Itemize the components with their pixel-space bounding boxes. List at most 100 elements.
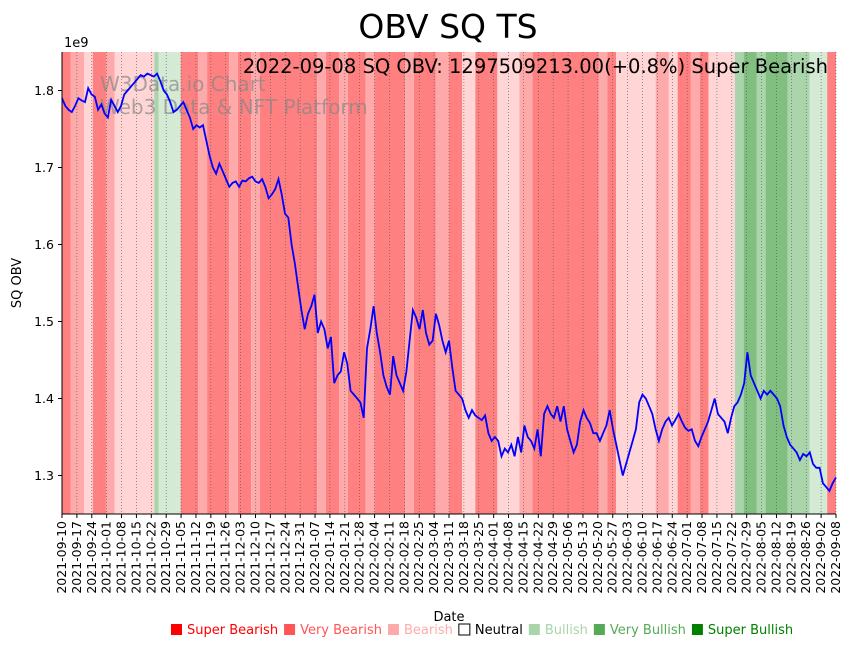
- regime-band: [62, 52, 71, 514]
- regime-band: [532, 52, 599, 514]
- regime-band: [413, 52, 436, 514]
- regime-band: [787, 52, 810, 514]
- legend-item: Bullish: [528, 623, 588, 638]
- legend-label: Very Bearish: [300, 623, 382, 638]
- regime-band: [756, 52, 766, 514]
- x-axis-ticks: 2021-09-10 2021-09-17 2021-09-24 2021-10-01…: [54, 514, 843, 594]
- legend-item: Very Bullish: [593, 623, 686, 638]
- regime-band: [158, 52, 181, 514]
- x-tick-label: 2022-05-27: [605, 521, 620, 594]
- x-tick-label: 2022-07-29: [739, 521, 754, 594]
- x-tick-label: 2022-04-15: [515, 521, 530, 594]
- x-tick-label: 2021-10-29: [158, 521, 173, 594]
- regime-band: [70, 52, 84, 514]
- legend: Super Bearish Very Bearish Bearish Neutral B…: [171, 623, 793, 638]
- regime-band: [462, 52, 476, 514]
- legend-item: Super Bearish: [171, 623, 278, 638]
- regime-band: [237, 52, 252, 514]
- x-tick-label: 2022-07-22: [724, 521, 739, 594]
- regime-band: [198, 52, 208, 514]
- regime-band: [734, 52, 744, 514]
- y-axis-ticks: 1.3 1.4 1.5 1.6 1.7 1.8: [34, 83, 62, 483]
- x-tick-label: 2022-05-13: [575, 521, 590, 594]
- x-tick-label: 2022-03-11: [441, 521, 456, 594]
- x-tick-label: 2021-11-12: [188, 521, 203, 594]
- x-tick-label: 2022-06-03: [620, 521, 635, 594]
- x-tick-label: 2022-06-10: [635, 521, 650, 594]
- x-tick-label: 2022-06-24: [664, 521, 679, 594]
- x-tick-label: 2022-02-18: [396, 521, 411, 594]
- regime-band: [708, 52, 735, 514]
- x-tick-label: 2022-08-26: [798, 521, 813, 594]
- x-tick-label: 2022-04-08: [501, 521, 516, 594]
- legend-label: Super Bearish: [187, 623, 278, 638]
- x-tick-label: 2021-11-26: [218, 521, 233, 594]
- x-tick-label: 2022-08-05: [754, 521, 769, 594]
- legend-swatch: [458, 623, 471, 636]
- legend-swatch: [593, 624, 605, 635]
- regime-band: [325, 52, 340, 514]
- x-tick-label: 2022-08-12: [768, 521, 783, 594]
- x-tick-label: 2022-03-04: [426, 521, 441, 594]
- x-tick-label: 2021-12-24: [277, 521, 292, 594]
- x-tick-label: 2022-07-08: [694, 521, 709, 594]
- legend-swatch: [691, 624, 703, 635]
- regime-band: [743, 52, 757, 514]
- x-tick-label: 2022-04-29: [545, 521, 560, 594]
- x-axis-label: Date: [433, 610, 464, 625]
- regime-band: [519, 52, 533, 514]
- legend-item: Bearish: [387, 623, 453, 638]
- legend-swatch: [171, 624, 182, 635]
- regime-band: [827, 52, 836, 514]
- regime-band: [668, 52, 678, 514]
- y-tick-label: 1.4: [34, 391, 54, 406]
- legend-label: Neutral: [475, 623, 523, 638]
- regime-band: [180, 52, 199, 514]
- x-tick-label: 2021-11-19: [203, 521, 218, 594]
- y-tick-label: 1.3: [34, 468, 54, 483]
- regime-band: [83, 52, 93, 514]
- x-tick-label: 2021-12-10: [248, 521, 263, 594]
- regime-band: [475, 52, 498, 514]
- regime-band: [339, 52, 348, 514]
- legend-label: Bullish: [545, 623, 588, 638]
- x-tick-label: 2022-01-14: [322, 521, 337, 594]
- vertical-gridlines: [61, 52, 837, 514]
- x-tick-label: 2021-11-05: [173, 521, 188, 594]
- x-tick-label: 2021-09-17: [69, 521, 84, 594]
- x-tick-label: 2022-02-04: [367, 521, 382, 594]
- regime-band: [690, 52, 700, 514]
- regime-band: [809, 52, 828, 514]
- regime-band: [92, 52, 106, 514]
- regime-band: [435, 52, 449, 514]
- regime-band: [259, 52, 318, 514]
- legend-item: Super Bullish: [691, 623, 793, 638]
- x-tick-label: 2022-05-20: [590, 521, 605, 594]
- chart-title: OBV SQ TS: [358, 7, 537, 46]
- x-tick-label: 2022-01-21: [337, 521, 352, 594]
- legend-label: Bearish: [404, 623, 453, 638]
- y-tick-label: 1.6: [34, 237, 54, 252]
- x-tick-label: 2021-10-22: [143, 521, 158, 594]
- regime-band: [655, 52, 669, 514]
- regime-band: [598, 52, 608, 514]
- x-tick-label: 2022-02-11: [381, 521, 396, 594]
- x-tick-label: 2021-12-17: [262, 521, 277, 594]
- x-tick-label: 2022-01-28: [352, 521, 367, 594]
- x-tick-label: 2022-03-18: [456, 521, 471, 594]
- legend-swatch: [528, 624, 540, 635]
- y-exponent-label: 1e9: [64, 36, 89, 51]
- obv-series-line: [61, 72, 837, 493]
- x-tick-label: 2022-06-17: [649, 521, 664, 594]
- legend-label: Super Bullish: [708, 623, 793, 638]
- y-tick-label: 1.7: [34, 160, 54, 175]
- legend-item: Neutral: [458, 623, 523, 638]
- x-tick-label: 2022-09-08: [828, 521, 843, 594]
- regime-band: [347, 52, 366, 514]
- x-tick-label: 2022-04-01: [486, 521, 501, 594]
- x-tick-label: 2021-09-10: [54, 521, 69, 594]
- regime-band: [365, 52, 375, 514]
- legend-label: Very Bullish: [610, 623, 686, 638]
- x-tick-label: 2022-02-25: [411, 521, 426, 594]
